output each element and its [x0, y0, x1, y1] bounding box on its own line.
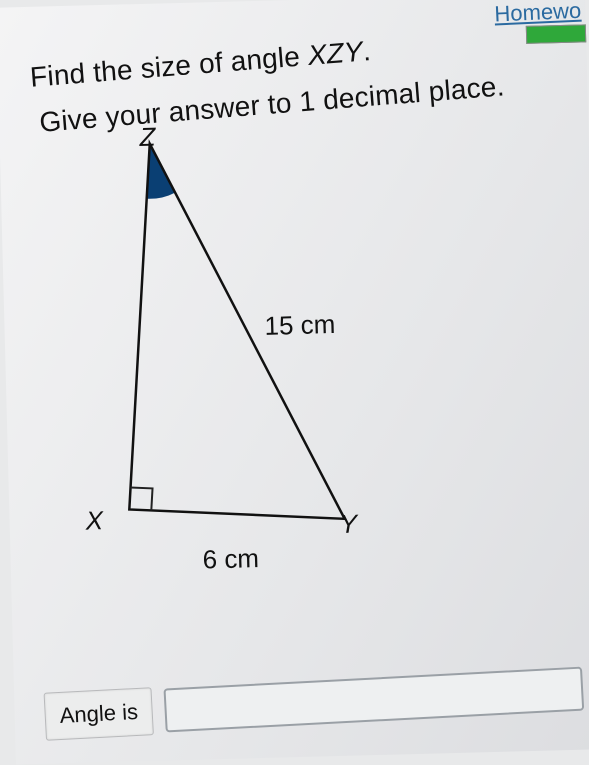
side-label-base: 6 cm [202, 543, 259, 575]
side-label-hypotenuse: 15 cm [264, 309, 336, 342]
answer-input[interactable] [164, 667, 584, 733]
vertex-label-z: Z [139, 122, 156, 153]
homework-link[interactable]: Homewo [494, 0, 582, 27]
triangle-diagram [79, 117, 430, 566]
question-line-1-prefix: Find the size of angle [29, 40, 309, 93]
progress-bar [526, 24, 586, 44]
question-line-1-suffix: . [362, 35, 372, 67]
answer-label: Angle is [44, 687, 155, 741]
question-angle-name: XZY [307, 36, 364, 71]
answer-row: Angle is [44, 665, 585, 741]
right-angle-marker [131, 487, 154, 511]
vertex-label-x: X [85, 505, 103, 536]
vertex-label-y: Y [339, 508, 357, 539]
